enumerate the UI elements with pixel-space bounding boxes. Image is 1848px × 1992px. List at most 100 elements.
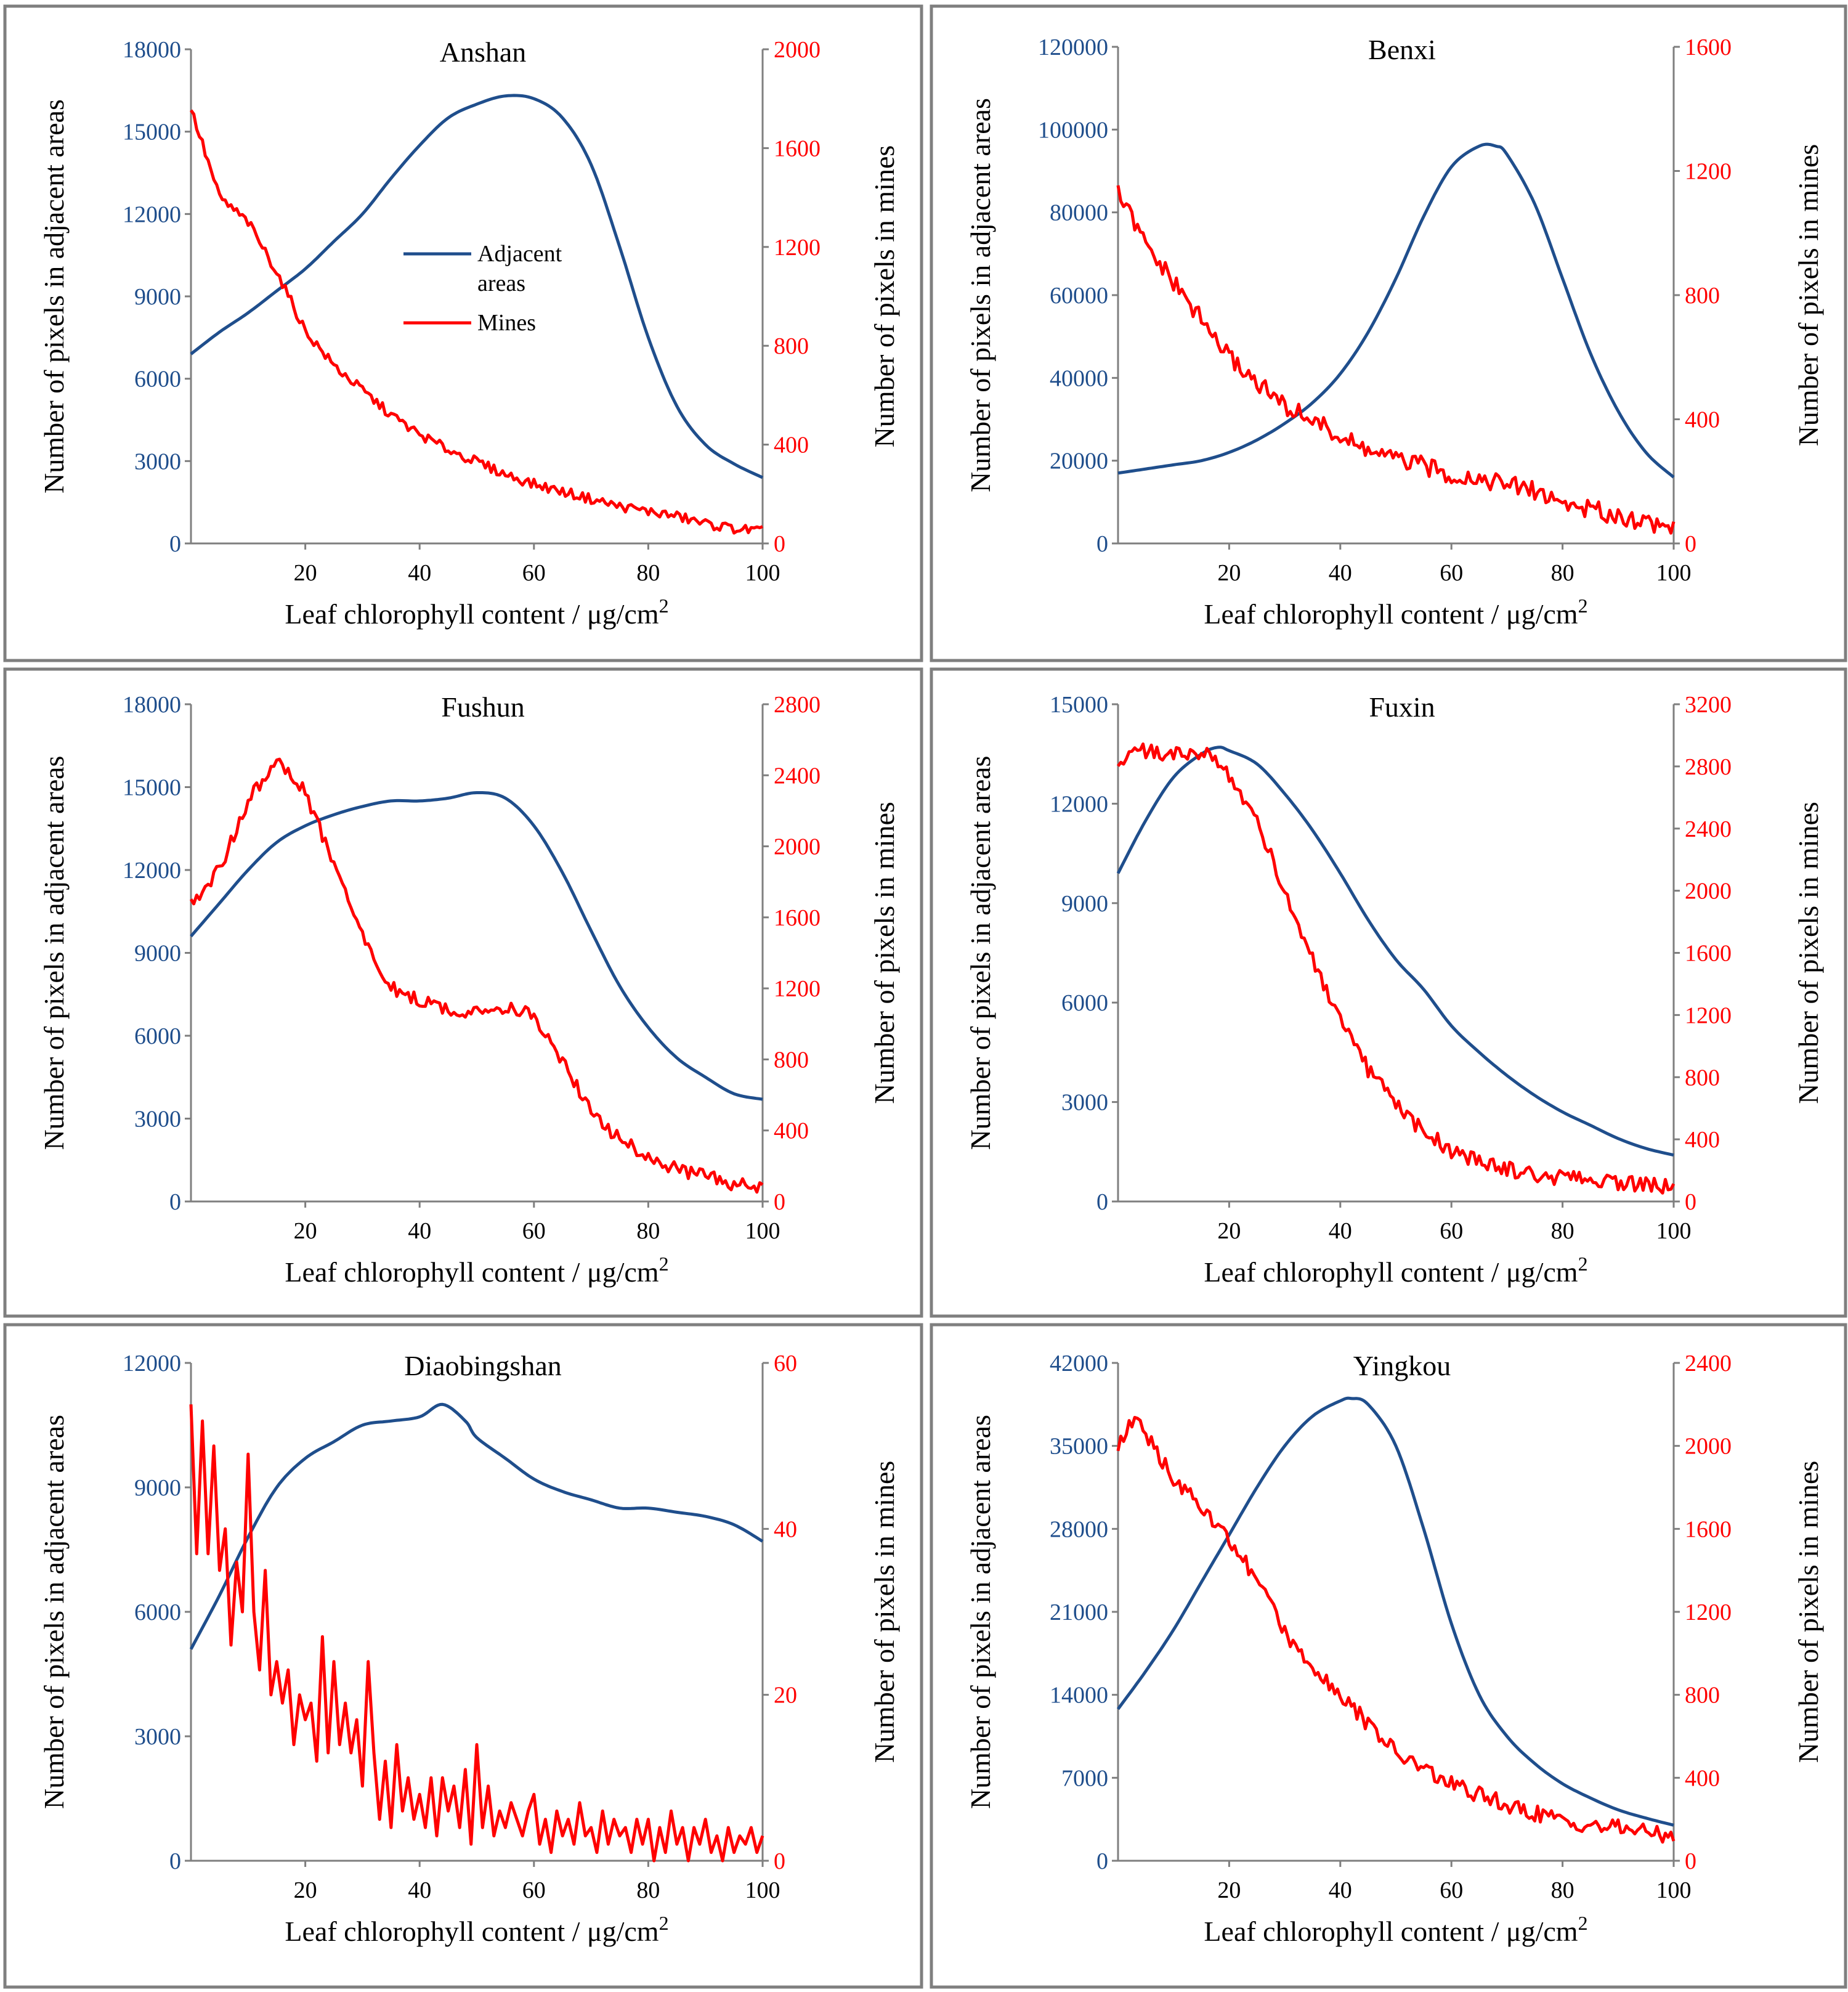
chart-title: Fuxin	[1369, 691, 1435, 723]
left-tick-label: 6000	[134, 1600, 181, 1625]
left-tick-label: 9000	[134, 284, 181, 310]
panel-border	[930, 4, 1847, 662]
chart-panel-fuxin: 0 3000 6000 9000 12000 15000 0 400 800 1200 1600 20…	[930, 667, 1847, 1318]
right-tick-label: 400	[1685, 1765, 1720, 1791]
x-axis-label: Leaf chlorophyll content / μg/cm2	[285, 1253, 668, 1288]
right-tick-label: 0	[774, 1189, 785, 1215]
x-axis-label-text: Leaf chlorophyll content / μg/cm	[1204, 1916, 1578, 1947]
left-y-axis-label: Number of pixels in adjacent areas	[38, 756, 70, 1150]
x-axis-label-superscript: 2	[659, 595, 669, 617]
chart-title: Benxi	[1368, 34, 1436, 65]
x-tick-label: 60	[1440, 1877, 1463, 1903]
series-line-adjacent-areas	[190, 791, 763, 1101]
left-tick-label: 9000	[134, 1475, 181, 1501]
x-axis-label-superscript: 2	[1578, 595, 1588, 617]
series-line-mines	[1116, 1416, 1676, 1844]
right-tick-label: 800	[1685, 1065, 1720, 1091]
right-tick-label: 2400	[1685, 1351, 1732, 1376]
x-tick-label: 100	[1656, 1877, 1692, 1903]
series-line-adjacent-areas	[1116, 1396, 1674, 1827]
left-tick-label: 42000	[1050, 1351, 1108, 1376]
x-tick-label: 40	[1329, 1877, 1352, 1903]
left-y-axis-label: Number of pixels in adjacent areas	[965, 98, 996, 492]
x-tick-label: 60	[1440, 1218, 1463, 1244]
series-line-adjacent-areas	[1116, 746, 1674, 1157]
right-tick-label: 20	[774, 1683, 797, 1709]
left-tick-label: 3000	[134, 1724, 181, 1750]
right-tick-label: 1200	[774, 235, 821, 261]
right-tick-label: 2000	[1685, 1434, 1732, 1460]
right-tick-label: 400	[774, 1118, 809, 1144]
x-axis-label-text: Leaf chlorophyll content / μg/cm	[285, 598, 659, 630]
x-axis-label-superscript: 2	[1578, 1912, 1588, 1934]
left-tick-label: 40000	[1050, 365, 1108, 391]
x-axis-label: Leaf chlorophyll content / μg/cm2	[1204, 1253, 1587, 1288]
right-tick-label: 2000	[774, 37, 821, 63]
x-axis-label-text: Leaf chlorophyll content / μg/cm	[285, 1916, 659, 1947]
right-tick-label: 2000	[1685, 879, 1732, 905]
left-tick-label: 14000	[1050, 1683, 1108, 1709]
x-tick-label: 60	[522, 1877, 546, 1903]
x-tick-label: 20	[1217, 1877, 1241, 1903]
left-tick-label: 3000	[134, 1107, 181, 1132]
x-axis-label: Leaf chlorophyll content / μg/cm2	[285, 595, 668, 630]
series-line-mines	[189, 757, 764, 1194]
right-y-axis-label: Number of pixels in mines	[1793, 1461, 1824, 1763]
chart-panel-benxi: 0 20000 40000 60000 80000 100000 120000 0 400 800…	[930, 4, 1847, 662]
left-y-axis-label: Number of pixels in adjacent areas	[38, 99, 70, 494]
right-tick-label: 3200	[1685, 692, 1732, 718]
x-tick-label: 100	[745, 1218, 780, 1244]
left-tick-label: 12000	[123, 858, 181, 884]
right-tick-label: 1200	[774, 976, 821, 1002]
left-tick-label: 60000	[1050, 283, 1108, 309]
panel-border	[3, 1323, 923, 1989]
right-tick-label: 1600	[1685, 941, 1732, 967]
x-tick-label: 100	[1656, 560, 1692, 586]
panel-border	[930, 1323, 1847, 1989]
left-y-axis-label: Number of pixels in adjacent areas	[965, 756, 996, 1150]
left-tick-label: 21000	[1050, 1600, 1108, 1625]
panel-border	[3, 4, 923, 662]
chart-title: Anshan	[440, 36, 527, 68]
left-tick-label: 3000	[1061, 1090, 1108, 1116]
x-tick-label: 80	[636, 1877, 660, 1903]
x-tick-label: 80	[1551, 1218, 1574, 1244]
left-tick-label: 120000	[1038, 35, 1108, 60]
series-line-adjacent-areas	[1117, 142, 1675, 479]
x-tick-label: 80	[636, 560, 660, 586]
left-tick-label: 9000	[1061, 891, 1108, 917]
series-line-mines	[1116, 742, 1676, 1195]
left-tick-label: 12000	[123, 1351, 181, 1376]
x-tick-label: 100	[745, 560, 780, 586]
x-axis-label-text: Leaf chlorophyll content / μg/cm	[1204, 598, 1578, 630]
chart-title: Fushun	[441, 691, 524, 723]
series-line-mines	[189, 109, 763, 535]
left-tick-label: 12000	[123, 201, 181, 227]
left-tick-label: 0	[169, 531, 181, 557]
x-tick-label: 40	[408, 1218, 431, 1244]
left-tick-label: 7000	[1061, 1765, 1108, 1791]
right-tick-label: 2800	[774, 692, 821, 718]
right-tick-label: 1200	[1685, 159, 1732, 185]
left-tick-label: 9000	[134, 941, 181, 967]
series-line-adjacent-areas	[189, 1402, 764, 1650]
legend-label-mines: Mines	[477, 310, 536, 336]
right-tick-label: 60	[774, 1351, 797, 1376]
x-tick-label: 20	[294, 560, 317, 586]
x-tick-label: 20	[294, 1218, 317, 1244]
right-tick-label: 800	[774, 333, 809, 359]
right-tick-label: 800	[1685, 1683, 1720, 1709]
legend-label-adjacent: Adjacent areas	[477, 241, 562, 296]
left-tick-label: 0	[169, 1848, 181, 1874]
left-tick-label: 0	[1096, 1848, 1108, 1874]
right-tick-label: 0	[1685, 1848, 1696, 1874]
panel-border	[930, 667, 1847, 1318]
x-axis-label-superscript: 2	[659, 1253, 669, 1275]
series-line-adjacent-areas	[190, 94, 764, 479]
right-tick-label: 2800	[1685, 754, 1732, 780]
left-tick-label: 35000	[1050, 1434, 1108, 1460]
x-tick-label: 80	[636, 1218, 660, 1244]
right-tick-label: 0	[1685, 531, 1696, 557]
right-tick-label: 2400	[1685, 816, 1732, 842]
x-tick-label: 100	[745, 1877, 780, 1903]
